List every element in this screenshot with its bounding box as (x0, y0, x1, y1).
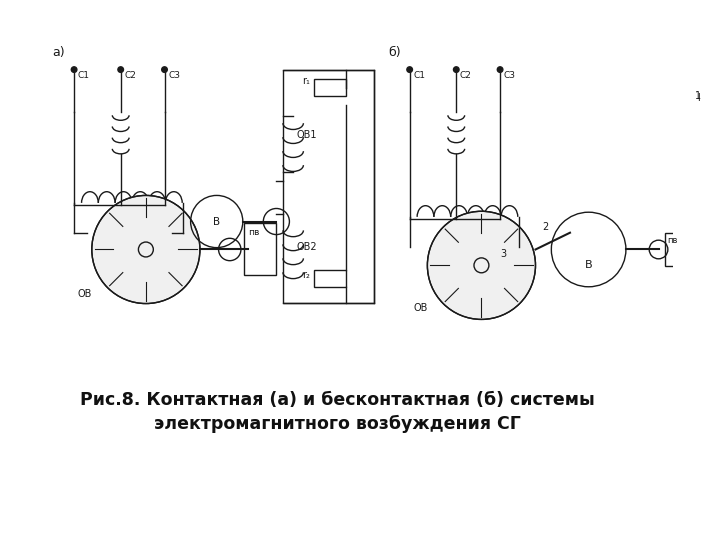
Text: б): б) (388, 46, 401, 59)
Text: ОВ: ОВ (78, 289, 92, 299)
Bar (244, 224, 276, 275)
Bar (314, 79, 346, 96)
Circle shape (71, 67, 77, 72)
Text: 2: 2 (542, 221, 548, 232)
Text: В: В (585, 260, 593, 271)
Text: C3: C3 (504, 71, 516, 80)
Text: ОВ2: ОВ2 (297, 242, 318, 252)
Text: r₁: r₁ (302, 76, 310, 86)
Text: r₂: r₂ (302, 270, 310, 280)
Bar (665, 233, 691, 266)
Bar (283, 70, 374, 302)
Text: C2: C2 (460, 71, 472, 80)
Circle shape (162, 67, 167, 72)
Text: ОВ1: ОВ1 (297, 130, 318, 140)
Text: 1: 1 (695, 91, 701, 101)
Text: а): а) (53, 46, 66, 59)
Circle shape (92, 195, 200, 303)
Text: l: l (697, 93, 700, 103)
Circle shape (498, 67, 503, 72)
Text: C3: C3 (168, 71, 180, 80)
Text: В: В (213, 217, 220, 226)
Circle shape (428, 211, 536, 319)
Circle shape (454, 67, 459, 72)
Circle shape (407, 67, 413, 72)
Text: C2: C2 (125, 71, 136, 80)
Circle shape (118, 67, 124, 72)
Text: электромагнитного возбуждения СГ: электромагнитного возбуждения СГ (153, 415, 521, 433)
Text: пв: пв (248, 228, 260, 237)
Bar (314, 270, 346, 287)
Text: C1: C1 (413, 71, 426, 80)
Text: ОВ: ОВ (413, 302, 428, 313)
Text: 3: 3 (500, 249, 506, 260)
Text: C1: C1 (78, 71, 90, 80)
Bar (693, 70, 720, 256)
Text: Рис.8. Контактная (а) и бесконтактная (б) системы: Рис.8. Контактная (а) и бесконтактная (б… (80, 391, 594, 409)
Text: пв: пв (667, 237, 678, 246)
